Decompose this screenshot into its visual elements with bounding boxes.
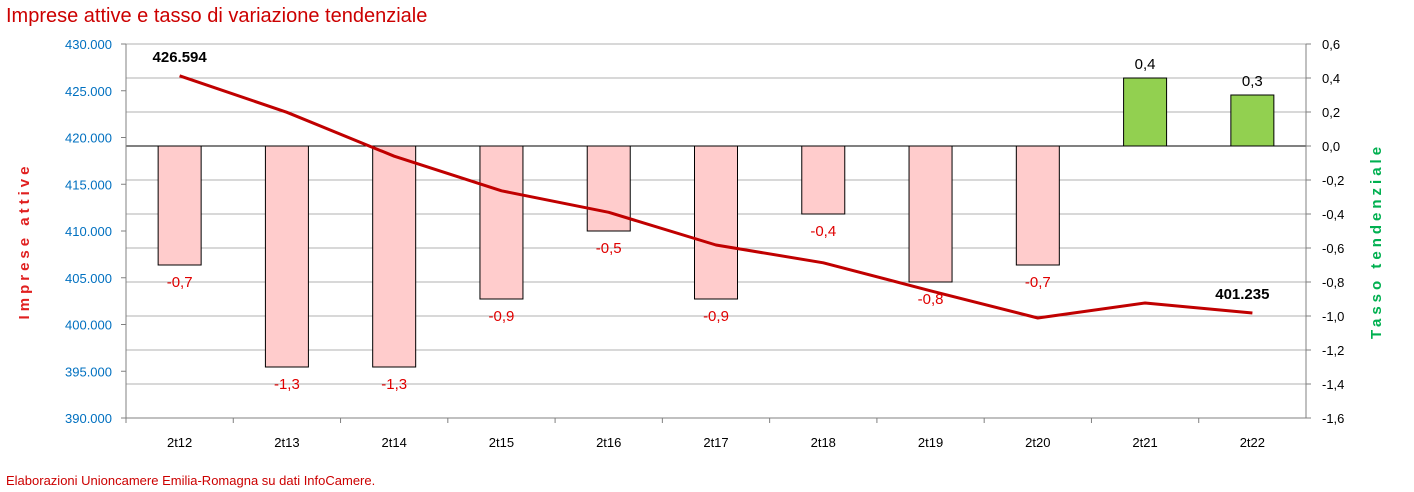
bar-2t14 [372,145,417,368]
left-tick-label: 405.000 [65,271,112,286]
left-tick-label: 400.000 [65,318,112,333]
bar-value-label: -0,7 [1025,274,1051,291]
bar-value-label: -1,3 [381,376,407,393]
bar-value-label: -0,5 [596,240,622,257]
right-axis-title: Tasso tendenziale [1368,143,1385,339]
category-label: 2t15 [489,435,514,450]
category-label: 2t12 [167,435,192,450]
right-tick-label: 0,4 [1322,71,1340,86]
category-label: 2t21 [1132,435,1157,450]
right-tick-label: 0,0 [1322,139,1340,154]
left-tick-label: 430.000 [65,37,112,52]
category-label: 2t14 [382,435,407,450]
bar-value-label: -0,4 [810,223,836,240]
right-tick-label: -1,2 [1322,343,1344,358]
left-axis-title: Imprese attive [16,163,33,320]
bar-2t17 [694,145,738,300]
left-tick-label: 425.000 [65,84,112,99]
right-tick-label: -0,6 [1322,241,1344,256]
bar-2t12 [157,145,202,266]
right-tick-label: -0,4 [1322,207,1344,222]
category-label: 2t17 [703,435,728,450]
axes: 430.000 425.000 420.000 415.000 410.000 405.0… [65,37,1344,450]
left-tick-label: 410.000 [65,224,112,239]
bar-value-label: -0,8 [918,291,944,308]
line-series [179,74,1253,320]
category-label: 2t20 [1025,435,1050,450]
bar-2t20 [1015,145,1060,266]
left-tick-label: 420.000 [65,131,112,146]
bar-2t15 [479,145,524,300]
right-tick-label: -1,6 [1322,411,1344,426]
category-label: 2t18 [811,435,836,450]
bar-value-label: 0,3 [1242,73,1263,90]
bars-series [157,77,1275,368]
right-tick-label: -0,8 [1322,275,1344,290]
right-tick-label: -1,4 [1322,377,1344,392]
bar-value-label: -0,9 [703,308,729,325]
line-value-label: 426.594 [153,49,208,66]
bar-value-label: -0,9 [489,308,515,325]
right-tick-label: -1,0 [1322,309,1344,324]
bar-2t21 [1123,77,1168,147]
bar-2t19 [908,145,953,283]
data-labels: -0,7 -1,3 -1,3 -0,9 -0,5 -0,9 -0,4 -0,8 -0,7 0,4 0… [153,49,1270,393]
bar-value-label: 0,4 [1135,56,1156,73]
bar-value-label: -0,7 [167,274,193,291]
left-tick-label: 415.000 [65,177,112,192]
left-tick-label: 390.000 [65,411,112,426]
chart-title: Imprese attive e tasso di variazione ten… [6,5,427,27]
source-note: Elaborazioni Unioncamere Emilia-Romagna … [6,473,375,488]
category-label: 2t22 [1240,435,1265,450]
right-tick-label: 0,6 [1322,37,1340,52]
line-value-label: 401.235 [1215,286,1269,303]
bar-2t22 [1230,94,1275,147]
category-label: 2t19 [918,435,943,450]
bar-value-label: -1,3 [274,376,300,393]
right-tick-label: 0,2 [1322,105,1340,120]
bar-2t18 [801,145,846,215]
left-tick-label: 395.000 [65,364,112,379]
category-label: 2t13 [274,435,299,450]
right-tick-label: -0,2 [1322,173,1344,188]
bar-2t13 [264,145,309,368]
category-label: 2t16 [596,435,621,450]
